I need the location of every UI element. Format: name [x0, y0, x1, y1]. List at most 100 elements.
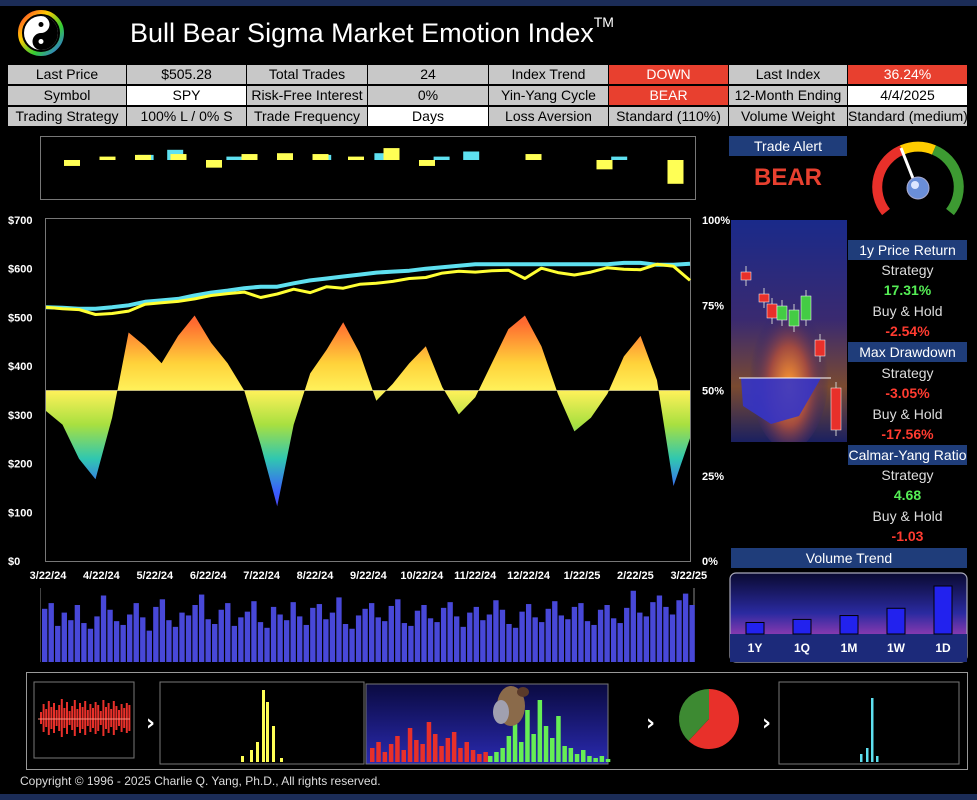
info-cell: Trade Frequency [247, 107, 367, 126]
volume-bar [316, 604, 323, 662]
pie-slice [688, 689, 740, 749]
info-cell: Index Trend [489, 65, 608, 84]
volume-bar [480, 620, 486, 662]
y-tick-label: $700 [8, 215, 32, 227]
volume-bar [179, 612, 185, 662]
volume-bar [166, 620, 172, 662]
volume-bar [467, 612, 473, 662]
info-cell: Standard (110%) [609, 107, 728, 126]
hist-green-bar [593, 758, 598, 762]
volume-bar [231, 625, 237, 662]
price-return-strategy-value: 17.31% [883, 282, 932, 298]
emotion-bar-yellow [135, 154, 151, 160]
info-cell: 100% L / 0% S [127, 107, 246, 126]
noise-bar [120, 704, 123, 732]
noise-bar [102, 700, 105, 736]
volume-bar [643, 616, 650, 662]
emotion-bar-yellow [525, 154, 542, 160]
volume-bar [244, 611, 251, 662]
volume-bar [212, 624, 218, 662]
noise-bar [125, 703, 128, 733]
volume-trend-label: 1D [935, 641, 951, 655]
volume-bar [578, 603, 584, 662]
noise-bar [81, 707, 84, 729]
main-chart: $700 $600 $500 $400 $300 $200 $100 $0 100% 75% 50%… [8, 215, 730, 582]
bottom-strip-graphics: › › › [33, 681, 960, 765]
x-tick-label: 6/22/24 [190, 570, 228, 582]
emotion-bar-yellow [596, 160, 613, 170]
volume-bar [532, 617, 538, 662]
volume-bar [277, 614, 283, 662]
volume-bar [198, 594, 205, 662]
calmar-header: Calmar-Yang Ratio [848, 445, 967, 465]
price-return-bh-value: -2.54% [885, 323, 930, 339]
volume-bar [473, 606, 479, 662]
candle [814, 339, 826, 357]
candle [830, 387, 842, 431]
volume-bar [303, 624, 309, 662]
info-cell: Total Trades [247, 65, 367, 84]
top-bar [0, 0, 977, 6]
x-tick-label: 11/22/24 [454, 570, 497, 582]
calmar-bh-label: Buy & Hold [872, 508, 943, 524]
y-tick-label: $500 [8, 312, 32, 324]
y-tick-label: $600 [8, 264, 32, 276]
hist-green-bar [506, 736, 512, 762]
volume-bar [591, 624, 597, 662]
noise-bar [99, 711, 102, 725]
volume-bar [369, 603, 375, 662]
volume-bar [323, 619, 329, 662]
hist-red-bar [426, 722, 432, 762]
flow-arrow: › [646, 711, 655, 736]
volume-bar [637, 612, 643, 662]
candle [740, 271, 752, 281]
volume-bar [48, 603, 54, 662]
volume-bar [440, 607, 447, 662]
volume-bar [68, 620, 74, 662]
volume-bar [460, 626, 466, 662]
calmar-strategy-label: Strategy [881, 467, 934, 483]
volume-trend-label: 1Q [794, 641, 810, 655]
volume-bar [434, 622, 440, 662]
emotion-bar-yellow [419, 160, 435, 166]
x-tick-label: 12/22/24 [507, 570, 551, 582]
info-cell: Last Price [8, 65, 126, 84]
noise-bar [97, 705, 100, 731]
hist-green-bar [581, 750, 586, 762]
volume-bar [172, 626, 179, 662]
price-return-header: 1y Price Return [848, 240, 967, 260]
volume-bar [225, 603, 231, 662]
volume-bar [493, 600, 499, 662]
volume-bar [113, 621, 120, 662]
hist-green-bar [562, 746, 567, 762]
final-hist-bar [876, 756, 879, 762]
volume-bar [270, 606, 277, 662]
noise-bar [40, 712, 42, 724]
emotion-gauge [872, 141, 964, 216]
drawdown-strategy-value: -3.05% [885, 385, 930, 401]
volume-bar [159, 599, 166, 662]
volume-bar [610, 618, 617, 662]
volume-bar [421, 605, 427, 662]
hist-green-bar [599, 756, 605, 762]
y-tick-label: $100 [8, 507, 32, 519]
x-tick-label: 3/22/24 [30, 570, 68, 582]
x-tick-label: 10/22/24 [400, 570, 444, 582]
noise-bar [45, 709, 48, 727]
emotion-bar-cyan [374, 153, 391, 160]
volume-bar [133, 603, 139, 662]
hist-green-bar [605, 759, 611, 762]
volume-bar [185, 615, 192, 662]
noise-bar [128, 705, 131, 731]
noise-bar [123, 708, 126, 728]
volume-bar [264, 627, 270, 662]
volume-bar [100, 595, 107, 662]
volume-trend-bar [839, 615, 859, 635]
hist-bar [241, 756, 244, 762]
noise-bar [84, 701, 87, 735]
volume-bar [604, 605, 610, 662]
emotion-bar-yellow [277, 153, 293, 160]
volume-bar [558, 615, 564, 662]
hist-green-bar [512, 724, 518, 762]
noise-bar [105, 707, 107, 729]
